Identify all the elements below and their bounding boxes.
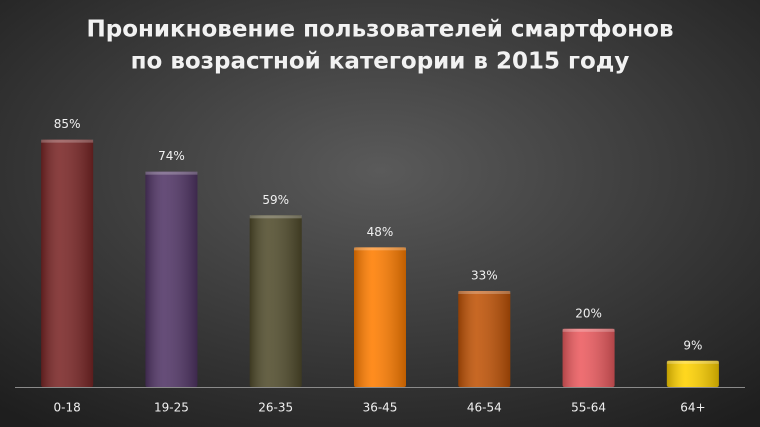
- bar-top: [562, 328, 615, 332]
- chart-title: по возрастной категории в 2015 году: [131, 49, 630, 75]
- bar: [145, 171, 198, 387]
- value-label: 85%: [54, 117, 81, 131]
- x-tick-label: 36-45: [363, 401, 398, 415]
- bar-top: [458, 290, 511, 294]
- value-label: 74%: [158, 149, 185, 163]
- x-tick-label: 64+: [680, 401, 705, 415]
- bar-top: [666, 360, 719, 364]
- bar-top: [145, 171, 198, 175]
- value-label: 33%: [471, 268, 498, 282]
- bar-top: [41, 139, 94, 143]
- value-label: 20%: [575, 306, 602, 320]
- x-tick-label: 0-18: [54, 401, 81, 415]
- value-label: 48%: [367, 225, 394, 239]
- value-label: 59%: [262, 193, 289, 207]
- bar: [249, 215, 302, 387]
- x-tick-label: 46-54: [467, 401, 502, 415]
- bar: [41, 139, 94, 387]
- chart-title: Проникновение пользователей смартфонов: [86, 17, 673, 43]
- bar: [666, 360, 719, 387]
- x-tick-label: 26-35: [258, 401, 293, 415]
- bar: [562, 328, 615, 387]
- bar: [458, 290, 511, 387]
- x-tick-label: 55-64: [571, 401, 606, 415]
- bar-top: [354, 247, 406, 251]
- value-label: 9%: [683, 338, 702, 352]
- x-tick-label: 19-25: [154, 401, 189, 415]
- bar: [354, 247, 406, 387]
- bar-top: [249, 215, 302, 219]
